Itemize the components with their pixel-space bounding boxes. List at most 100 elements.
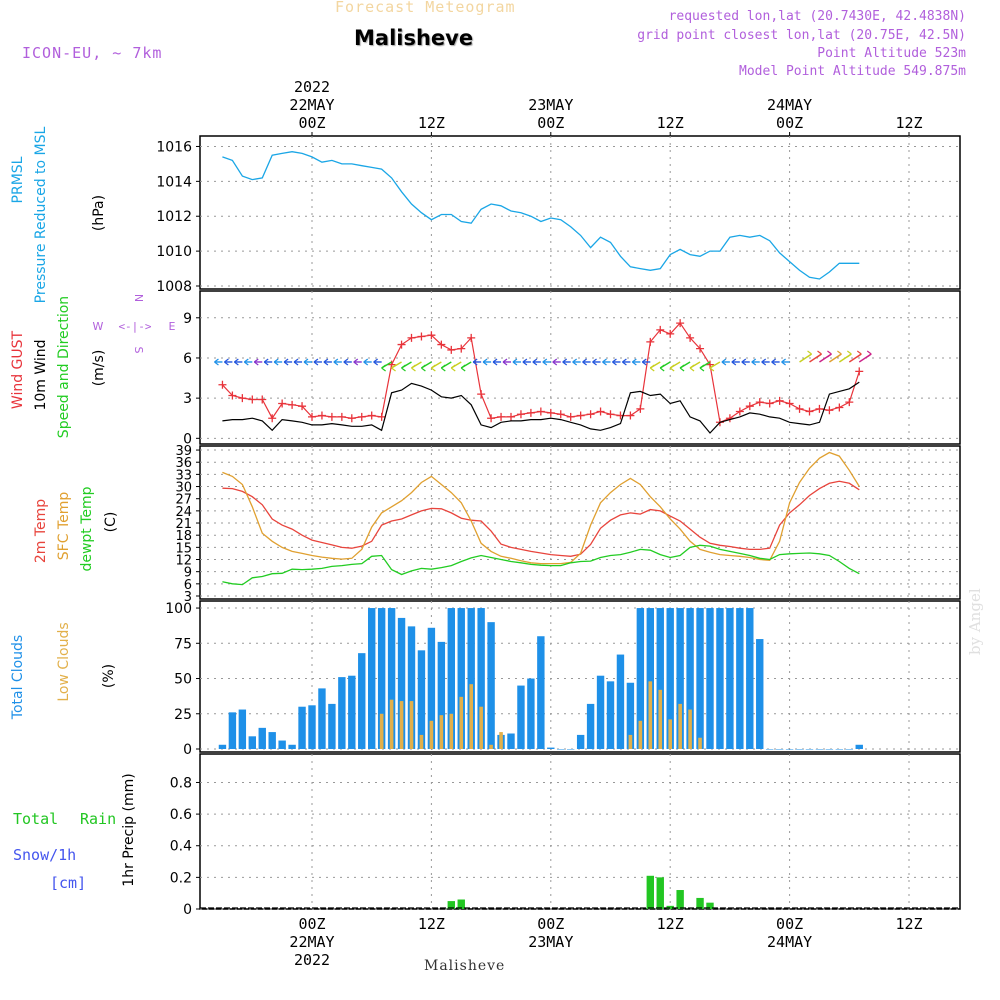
bottom-time-label: 24MAY <box>767 933 812 951</box>
y-tick-label: 27 <box>175 493 192 508</box>
wind-arrow-head <box>343 358 349 366</box>
gust-point <box>755 398 764 407</box>
wind-arrow-head <box>224 358 229 366</box>
bottom-time-label: 00Z <box>298 915 325 933</box>
y-tick-label: 100 <box>165 601 192 617</box>
gust-point <box>288 400 297 409</box>
total-cloud-bar <box>318 688 326 749</box>
bottom-time-label: 12Z <box>895 915 922 933</box>
y-tick-label: 36 <box>175 456 192 471</box>
total-cloud-bar <box>457 608 465 749</box>
wind-arrow-head <box>649 364 655 372</box>
low-cloud-bar <box>419 734 424 749</box>
gust-point <box>407 333 416 342</box>
y-tick-label: 33 <box>175 468 192 483</box>
gust-point <box>437 340 446 349</box>
wind-arrow-head <box>273 358 279 366</box>
gust-point <box>397 340 406 349</box>
bottom-time-label: 00Z <box>537 915 564 933</box>
rain-bar <box>666 905 674 909</box>
total-cloud-bar <box>377 608 386 749</box>
rain-bar <box>447 901 455 909</box>
total-cloud-bar <box>686 608 694 749</box>
wind-arrow-head <box>709 364 715 372</box>
wind-unit: (m/s) <box>91 350 107 387</box>
gust-point <box>556 410 565 419</box>
wind-arrow-head <box>353 358 359 366</box>
total-cloud-bar <box>676 608 684 749</box>
gust-point <box>497 412 506 421</box>
gust-point <box>586 410 595 419</box>
wind-arrow-head <box>659 364 665 372</box>
low-cloud-bar <box>628 734 633 749</box>
total-cloud-bar <box>606 681 615 749</box>
panel-frame-temp <box>199 445 961 600</box>
gust-point <box>327 412 336 421</box>
total-cloud-bar <box>477 608 485 749</box>
model-point-altitude: Model Point Altitude 549.875m <box>739 64 966 79</box>
rain-bar <box>646 875 654 909</box>
wind-arrow-head <box>233 358 239 366</box>
dewpt-line <box>222 544 860 586</box>
prmsl-line <box>222 151 860 280</box>
total-cloud-bar <box>517 685 525 749</box>
wind-arrow-head <box>751 358 757 366</box>
low-cloud-bar <box>429 720 434 749</box>
wind-arrow-head <box>430 364 436 372</box>
total-cloud-bar <box>387 608 396 749</box>
wind-arrow-head <box>837 350 842 358</box>
wind-arrow-head <box>450 364 456 372</box>
requested-coords: requested lon,lat (20.7430E, 42.4838N) <box>668 9 966 24</box>
top-time-label: 12Z <box>418 114 445 132</box>
gust-point <box>447 345 456 354</box>
gust-point <box>845 398 854 407</box>
gust-point <box>367 411 376 420</box>
t2m-label: 2m Temp <box>33 499 49 563</box>
total-cloud-bar <box>756 639 764 749</box>
top-time-label: 22MAY <box>289 96 334 114</box>
wind-arrow-head <box>373 358 379 366</box>
gust-point <box>825 406 834 415</box>
rain-bar <box>457 899 465 909</box>
wind-arrow-head <box>679 364 685 372</box>
rain-bar <box>706 902 714 909</box>
low-cloud-bar <box>459 696 464 749</box>
bottom-time-label: 00Z <box>776 915 803 933</box>
wind-arrow-head <box>313 358 319 366</box>
y-tick-label: 6 <box>184 578 192 593</box>
bottom-time-label: 22MAY <box>289 933 334 951</box>
rain-bar <box>696 897 704 909</box>
y-tick-label: 0.8 <box>170 775 192 791</box>
total-cloud-bar <box>447 608 455 749</box>
total-cloud-bar <box>507 733 515 749</box>
gust-point <box>636 404 645 413</box>
low-cloud-bar <box>688 709 692 749</box>
low-cloud-bar <box>698 737 702 749</box>
gust-point <box>337 412 346 421</box>
total-cloud-bar <box>248 736 256 749</box>
bottom-time-label: 12Z <box>418 915 445 933</box>
y-tick-label: 3 <box>183 391 192 407</box>
total-cloud-bar <box>775 749 784 750</box>
wind-arrow-head <box>641 358 647 366</box>
location-title: Malisheve <box>354 26 474 50</box>
compass-east: E <box>169 320 176 333</box>
wind-arrow-head <box>482 358 488 366</box>
gust-point <box>546 408 555 417</box>
wind-arrow-head <box>741 358 747 366</box>
top-time-label: 12Z <box>895 114 922 132</box>
low-cloud-bar <box>439 715 444 749</box>
sfc-temp-label: SFC Temp <box>56 492 72 561</box>
y-tick-label: 1008 <box>156 279 192 295</box>
gust-point <box>417 332 426 341</box>
total-cloud-bar <box>358 653 366 749</box>
gust-point <box>526 408 535 417</box>
wind-direction-label: Speed and Direction <box>56 296 72 438</box>
compass-rose: <-|-> <box>118 320 151 333</box>
y-tick-label: 3 <box>184 590 192 605</box>
wind-arrow-head <box>283 358 289 366</box>
y-tick-label: 1012 <box>156 209 192 225</box>
gust-point <box>258 395 267 404</box>
compass-north: N <box>132 294 145 302</box>
